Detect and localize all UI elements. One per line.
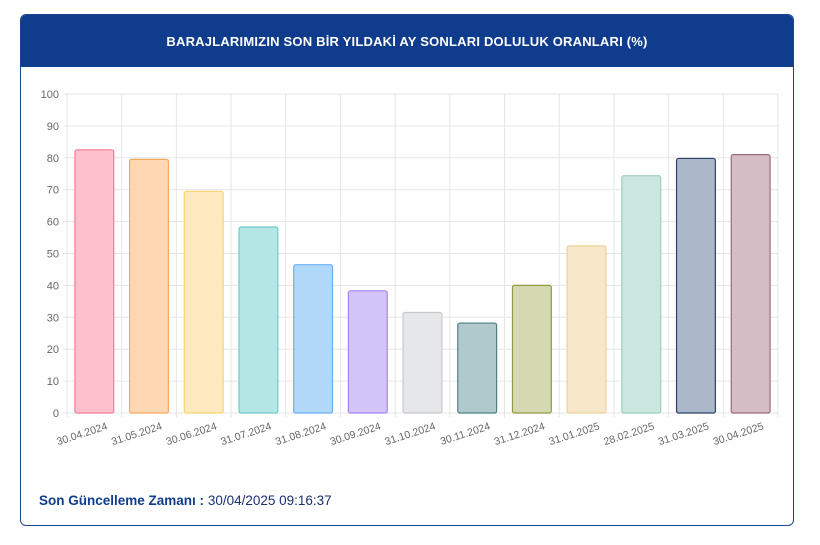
y-tick-label: 40 <box>47 280 59 292</box>
bar[interactable] <box>129 158 170 414</box>
y-tick-label: 100 <box>41 89 59 101</box>
bar[interactable] <box>347 290 388 414</box>
bar[interactable] <box>566 245 607 414</box>
y-axis-ticks: 0 10 20 30 40 50 60 70 80 90 100 <box>41 89 59 420</box>
bar[interactable] <box>675 157 716 414</box>
y-tick-label: 0 <box>53 408 59 420</box>
bar[interactable] <box>511 284 552 414</box>
y-tick-label: 90 <box>47 121 59 133</box>
bar-chart: 0 10 20 30 40 50 60 70 80 90 100 30.04.2024 31.05.2… <box>41 89 779 448</box>
y-tick-label: 70 <box>47 185 59 197</box>
grid-lines <box>63 93 779 417</box>
x-tick-label: 31.12.2024 <box>493 420 547 448</box>
x-tick-label: 30.06.2024 <box>165 420 219 448</box>
bars <box>74 149 771 414</box>
x-tick-label: 28.02.2025 <box>602 420 656 448</box>
x-tick-label: 30.09.2024 <box>329 420 383 448</box>
chart-area: 0 10 20 30 40 50 60 70 80 90 100 30.04.2024 31.05.2… <box>21 67 793 467</box>
x-tick-label: 31.05.2024 <box>110 420 164 448</box>
y-tick-label: 80 <box>47 153 59 165</box>
x-tick-label: 31.07.2024 <box>219 420 273 448</box>
chart-card: BARAJLARIMIZIN SON BİR YILDAKİ AY SONLAR… <box>20 14 794 526</box>
x-axis-ticks: 30.04.2024 31.05.2024 30.06.2024 31.07.2024… <box>55 420 765 448</box>
y-tick-label: 10 <box>47 376 59 388</box>
bar[interactable] <box>293 264 334 414</box>
last-updated-label: Son Güncelleme Zamanı : <box>39 493 205 508</box>
x-tick-label: 31.03.2025 <box>657 420 711 448</box>
bar[interactable] <box>74 149 115 414</box>
bar[interactable] <box>730 154 771 414</box>
last-updated-value: 30/04/2025 09:16:37 <box>207 493 332 508</box>
bar[interactable] <box>402 311 443 414</box>
x-tick-label: 31.10.2024 <box>383 420 437 448</box>
y-tick-label: 60 <box>47 217 59 229</box>
x-tick-label: 30.04.2024 <box>55 420 109 448</box>
last-updated: Son Güncelleme Zamanı : 30/04/2025 09:16… <box>39 493 332 508</box>
x-tick-label: 30.04.2025 <box>712 420 766 448</box>
x-tick-label: 31.08.2024 <box>274 420 328 448</box>
bar[interactable] <box>183 190 224 414</box>
y-tick-label: 30 <box>47 312 59 324</box>
bar[interactable] <box>621 175 662 414</box>
x-tick-label: 30.11.2024 <box>439 420 492 447</box>
chart-title: BARAJLARIMIZIN SON BİR YILDAKİ AY SONLAR… <box>21 15 793 67</box>
y-tick-label: 50 <box>47 249 59 261</box>
x-tick-label: 31.01.2025 <box>547 420 601 448</box>
bar[interactable] <box>457 322 498 414</box>
y-tick-label: 20 <box>47 344 59 356</box>
bar[interactable] <box>238 226 279 414</box>
